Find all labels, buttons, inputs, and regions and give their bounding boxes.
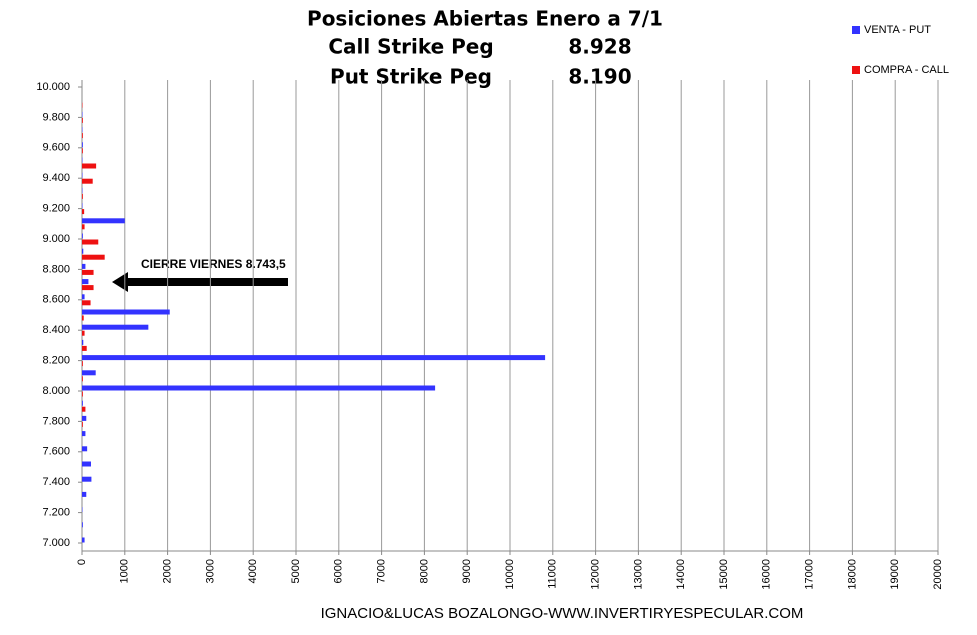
x-tick-label: 12000: [590, 559, 602, 590]
bar: [82, 285, 94, 291]
y-tick-label: 7.000: [42, 537, 70, 549]
bar: [82, 233, 83, 239]
x-tick-label: 18000: [846, 559, 858, 590]
bar: [82, 218, 125, 224]
y-tick-label: 9.000: [42, 233, 70, 245]
bar: [82, 431, 86, 437]
y-tick-label: 8.000: [42, 385, 70, 397]
x-tick-label: 11000: [547, 559, 559, 589]
bar: [82, 385, 436, 391]
bar: [82, 324, 149, 330]
x-tick-label: 5000: [290, 559, 302, 583]
bar: [82, 294, 85, 300]
bar: [82, 421, 83, 427]
y-tick-label: 8.600: [42, 294, 70, 306]
bar: [82, 117, 83, 123]
y-tick-label: 8.400: [42, 324, 70, 336]
bar: [82, 446, 88, 452]
bar: [82, 263, 86, 269]
bar: [82, 522, 83, 528]
bar: [82, 133, 83, 139]
bar: [82, 415, 87, 421]
x-tick-label: 4000: [247, 559, 259, 583]
x-tick-label: 15000: [718, 559, 730, 590]
annotation: CIERRE VIERNES 8.743,5: [141, 257, 286, 271]
bar: [82, 400, 83, 406]
bar: [82, 339, 84, 345]
bar: [82, 345, 87, 351]
legend-label: VENTA - PUT: [864, 24, 931, 36]
bar: [82, 142, 83, 148]
y-tick-label: 7.400: [42, 476, 70, 488]
y-tick-label: 10.000: [36, 81, 70, 93]
bar: [82, 315, 84, 321]
subtitle-value: 8.928: [568, 35, 631, 59]
x-tick-label: 6000: [333, 559, 345, 583]
bar: [82, 279, 89, 285]
bar: [82, 254, 105, 260]
y-tick-label: 9.800: [42, 111, 70, 123]
bar: [82, 370, 96, 376]
x-tick-label: 8000: [418, 559, 430, 583]
y-tick-label: 7.800: [42, 415, 70, 427]
y-tick-label: 7.600: [42, 446, 70, 458]
chart-title: Posiciones Abiertas Enero a 7/1: [307, 7, 663, 31]
subtitle-label: Put Strike Peg: [330, 65, 492, 89]
x-tick-label: 20000: [932, 559, 944, 590]
y-tick-label: 9.600: [42, 142, 70, 154]
x-tick-label: 10000: [504, 559, 516, 590]
x-tick-label: 0: [76, 559, 88, 565]
y-tick-label: 8.200: [42, 355, 70, 367]
subtitle-value: 8.190: [568, 65, 631, 89]
bar: [82, 461, 91, 467]
bar: [82, 537, 85, 543]
bar: [82, 491, 87, 497]
x-tick-label: 7000: [376, 559, 388, 583]
y-tick-label: 8.800: [42, 263, 70, 275]
x-tick-label: 16000: [761, 559, 773, 590]
bar: [82, 148, 83, 154]
legend-label: COMPRA - CALL: [864, 64, 949, 76]
bar: [82, 309, 170, 315]
bar: [82, 330, 85, 336]
bar: [82, 406, 86, 412]
bar: [82, 163, 97, 169]
legend-swatch: [852, 26, 860, 34]
bar: [82, 376, 83, 382]
y-tick-label: 7.200: [42, 507, 70, 519]
bar: [82, 355, 546, 361]
annotation-arrow: [112, 272, 288, 292]
bar: [82, 248, 84, 254]
bar: [82, 224, 85, 230]
y-tick-label: 9.400: [42, 172, 70, 184]
x-tick-label: 2000: [162, 559, 174, 583]
legend-swatch: [852, 66, 860, 74]
bar: [82, 269, 94, 275]
bar: [82, 209, 85, 215]
x-tick-label: 9000: [461, 559, 473, 583]
x-tick-label: 14000: [675, 559, 687, 590]
subtitle-label: Call Strike Peg: [328, 35, 493, 59]
bar: [82, 193, 83, 199]
x-tick-label: 19000: [889, 559, 901, 590]
bar: [82, 178, 93, 184]
y-tick-label: 9.200: [42, 203, 70, 215]
x-tick-label: 13000: [632, 559, 644, 590]
bar: [82, 476, 92, 482]
x-tick-label: 3000: [204, 559, 216, 583]
bar: [82, 391, 83, 397]
bar: [82, 300, 91, 306]
bar: [82, 361, 83, 367]
bar: [82, 239, 99, 245]
x-tick-label: 1000: [119, 559, 131, 583]
x-tick-label: 17000: [804, 559, 816, 590]
footer: IGNACIO&LUCAS BOZALONGO-WWW.INVERTIRYESP…: [321, 605, 804, 622]
